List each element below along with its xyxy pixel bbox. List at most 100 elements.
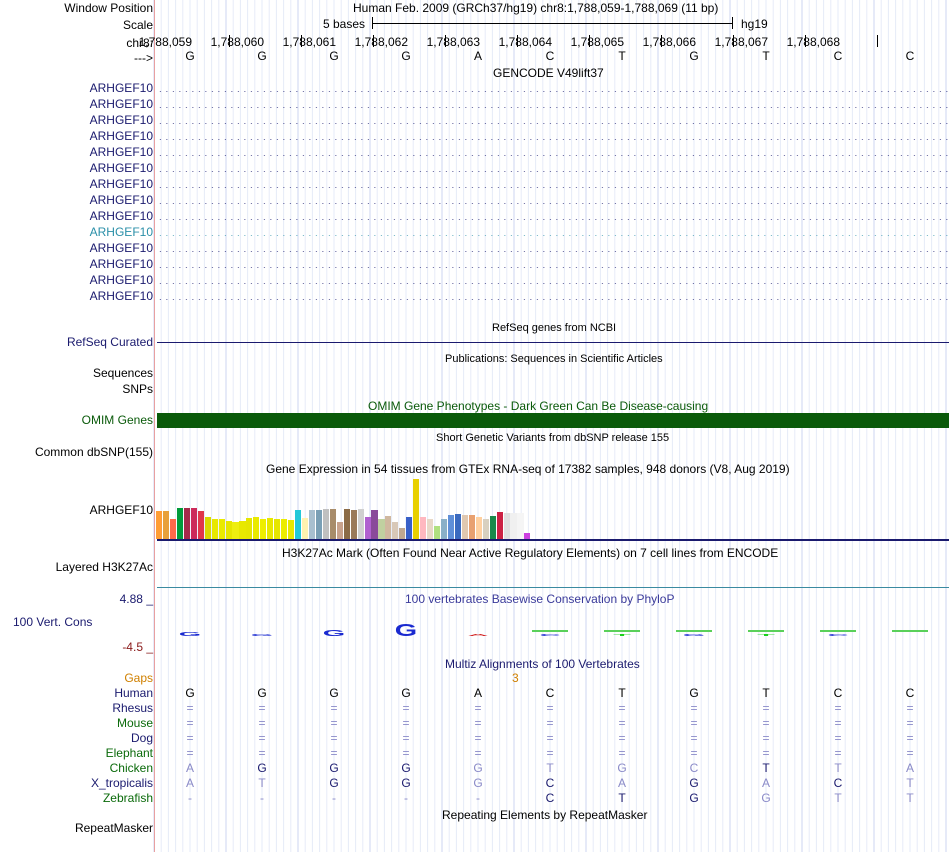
gtex-tissue-bar[interactable] — [434, 525, 441, 539]
gtex-tissue-bar[interactable] — [162, 511, 170, 539]
gencode-transcript-label[interactable]: ARHGEF10 — [89, 289, 153, 303]
gencode-transcript-label[interactable]: ARHGEF10 — [89, 273, 153, 287]
gtex-tissue-bar[interactable] — [336, 522, 343, 539]
gencode-transcript-label[interactable]: ARHGEF10 — [89, 209, 153, 223]
gencode-transcript-arrow-line[interactable] — [158, 293, 948, 300]
gtex-tissue-bar[interactable] — [288, 519, 295, 539]
gencode-transcript-label[interactable]: ARHGEF10 — [89, 97, 153, 111]
omim-genes-label[interactable]: OMIM Genes — [81, 413, 153, 427]
gencode-transcript-arrow-line[interactable] — [158, 165, 948, 172]
gencode-transcript-arrow-line[interactable] — [158, 213, 948, 220]
gtex-tissue-bar[interactable] — [385, 516, 392, 539]
gtex-expression-chart[interactable] — [156, 476, 536, 539]
gtex-tissue-bar[interactable] — [496, 512, 503, 539]
gtex-tissue-bar[interactable] — [246, 518, 253, 539]
multiz-species-label[interactable]: X_tropicalis — [90, 776, 153, 790]
gtex-tissue-bar[interactable] — [468, 515, 475, 539]
gencode-transcript-arrow-line[interactable] — [158, 245, 948, 252]
gtex-tissue-bar[interactable] — [329, 509, 336, 539]
strand-direction-label[interactable]: ---> — [134, 51, 153, 65]
gtex-tissue-bar[interactable] — [239, 521, 246, 539]
multiz-species-label[interactable]: Elephant — [105, 746, 153, 760]
layered-h3k27ac-label[interactable]: Layered H3K27Ac — [55, 560, 153, 574]
gencode-transcript-arrow-line[interactable] — [158, 85, 948, 92]
gencode-transcript-label[interactable]: ARHGEF10 — [89, 113, 153, 127]
gtex-tissue-bar[interactable] — [357, 509, 364, 539]
gtex-tissue-bar[interactable] — [232, 522, 239, 539]
gtex-tissue-bar[interactable] — [503, 512, 510, 539]
gencode-transcript-arrow-line[interactable] — [158, 149, 948, 156]
gencode-transcript-label[interactable]: ARHGEF10 — [89, 81, 153, 95]
gtex-tissue-bar[interactable] — [350, 509, 357, 539]
repeatmasker-label[interactable]: RepeatMasker — [74, 821, 153, 835]
gtex-tissue-bar[interactable] — [364, 517, 371, 539]
gtex-tissue-bar[interactable] — [204, 517, 211, 539]
gencode-transcript-arrow-line[interactable] — [158, 261, 948, 268]
h3k27ac-signal-line[interactable] — [157, 587, 949, 588]
gencode-transcript-label[interactable]: ARHGEF10 — [89, 161, 153, 175]
gtex-tissue-bar[interactable] — [413, 479, 420, 539]
gtex-tissue-bar[interactable] — [190, 508, 197, 539]
gtex-tissue-bar[interactable] — [183, 508, 190, 539]
gtex-tissue-bar[interactable] — [295, 510, 302, 539]
gtex-tissue-bar[interactable] — [461, 515, 468, 539]
gtex-tissue-bar[interactable] — [274, 518, 281, 539]
omim-phenotype-bar[interactable] — [157, 413, 949, 428]
gencode-transcript-label[interactable]: ARHGEF10 — [89, 129, 153, 143]
gtex-tissue-bar[interactable] — [517, 512, 524, 539]
gencode-transcript-arrow-line[interactable] — [158, 277, 948, 284]
phylop-track-label[interactable]: 100 Vert. Cons — [13, 615, 93, 629]
gtex-tissue-bar[interactable] — [420, 517, 427, 539]
multiz-species-label[interactable]: Zebrafish — [102, 791, 153, 805]
gtex-tissue-bar[interactable] — [315, 510, 322, 539]
gtex-tissue-bar[interactable] — [475, 516, 482, 539]
assembly-position-text[interactable]: Human Feb. 2009 (GRCh37/hg19) chr8:1,788… — [353, 1, 719, 15]
publications-snps-label[interactable]: SNPs — [122, 382, 153, 396]
refseq-gene-line[interactable] — [157, 342, 949, 343]
gencode-transcript-arrow-line[interactable] — [158, 101, 948, 108]
multiz-species-label[interactable]: Rhesus — [112, 701, 153, 715]
gtex-tissue-bar[interactable] — [454, 514, 461, 539]
multiz-species-label[interactable]: Chicken — [109, 761, 153, 775]
gtex-tissue-bar[interactable] — [156, 510, 163, 539]
gencode-transcript-label[interactable]: ARHGEF10 — [89, 257, 153, 271]
gtex-tissue-bar[interactable] — [524, 533, 531, 539]
gtex-tissue-bar[interactable] — [440, 519, 448, 539]
gtex-tissue-bar[interactable] — [482, 519, 489, 539]
gtex-tissue-bar[interactable] — [510, 512, 517, 539]
common-dbsnp-label[interactable]: Common dbSNP(155) — [34, 445, 153, 459]
multiz-species-label[interactable]: Human — [114, 686, 153, 700]
gtex-tissue-bar[interactable] — [489, 516, 496, 539]
gencode-transcript-label[interactable]: ARHGEF10 — [89, 177, 153, 191]
gtex-tissue-bar[interactable] — [378, 519, 385, 539]
gtex-tissue-bar[interactable] — [281, 519, 288, 539]
gencode-transcript-arrow-line[interactable] — [158, 133, 948, 140]
gtex-tissue-bar[interactable] — [371, 510, 378, 539]
gtex-tissue-bar[interactable] — [343, 509, 350, 539]
gtex-tissue-bar[interactable] — [399, 528, 406, 539]
gencode-transcript-label[interactable]: ARHGEF10 — [89, 225, 153, 239]
gtex-tissue-bar[interactable] — [197, 510, 204, 539]
gtex-tissue-bar[interactable] — [211, 519, 218, 539]
gtex-tissue-bar[interactable] — [225, 521, 232, 539]
gtex-tissue-bar[interactable] — [447, 515, 455, 539]
gtex-tissue-bar[interactable] — [176, 507, 183, 539]
multiz-species-label[interactable]: Mouse — [116, 716, 153, 730]
gtex-tissue-bar[interactable] — [308, 509, 316, 539]
multiz-species-label[interactable]: Dog — [130, 731, 153, 745]
gtex-tissue-bar[interactable] — [260, 518, 267, 539]
gtex-tissue-bar[interactable] — [427, 519, 434, 539]
gtex-tissue-bar[interactable] — [392, 522, 399, 539]
gtex-tissue-bar[interactable] — [267, 518, 274, 539]
gtex-tissue-bar[interactable] — [169, 518, 177, 539]
gencode-transcript-label[interactable]: ARHGEF10 — [89, 145, 153, 159]
gtex-tissue-bar[interactable] — [301, 518, 309, 539]
gencode-transcript-arrow-line[interactable] — [158, 181, 948, 188]
gencode-transcript-label[interactable]: ARHGEF10 — [89, 241, 153, 255]
gtex-tissue-bar[interactable] — [406, 516, 413, 539]
gencode-transcript-arrow-line[interactable] — [158, 117, 948, 124]
gaps-label[interactable]: Gaps — [124, 671, 153, 685]
gencode-transcript-label[interactable]: ARHGEF10 — [89, 193, 153, 207]
publications-sequences-label[interactable]: Sequences — [92, 366, 153, 380]
